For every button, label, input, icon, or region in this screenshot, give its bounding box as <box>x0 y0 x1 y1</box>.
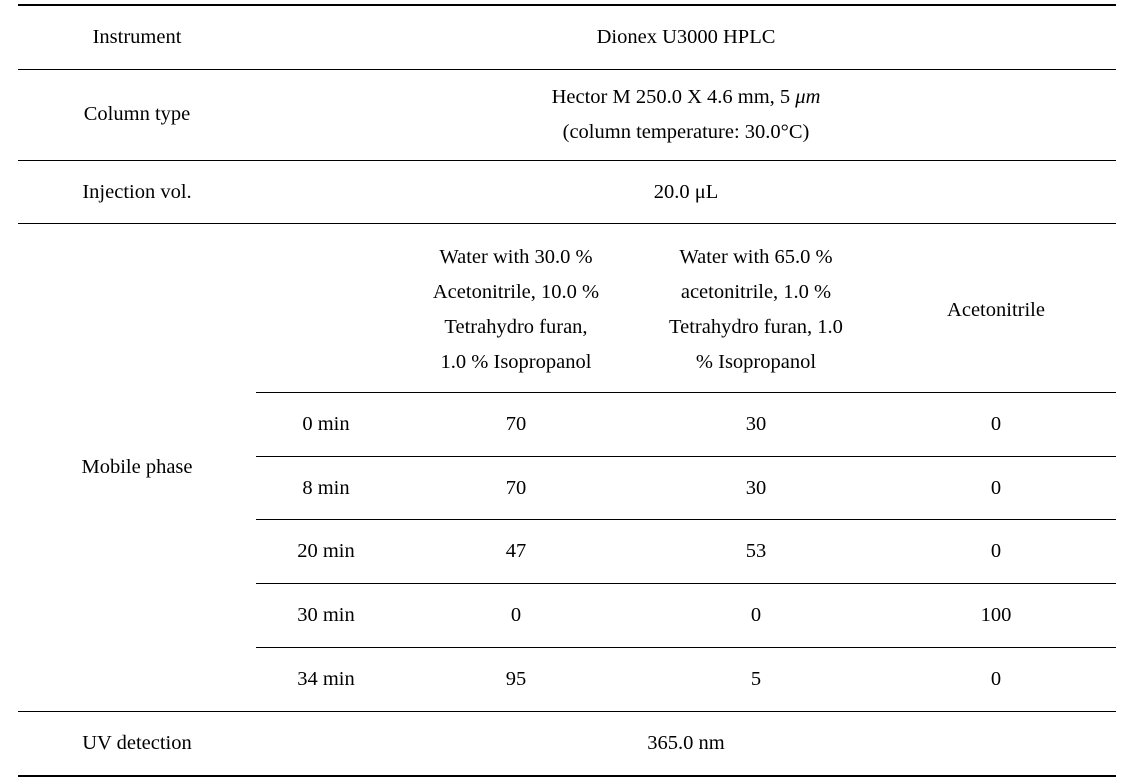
mobile-phase-solvent-a-header: Water with 30.0 % Acetonitrile, 10.0 % T… <box>396 224 636 392</box>
mobile-phase-time-header <box>256 224 396 392</box>
table-cell-b: 5 <box>636 648 876 712</box>
table-cell-a: 95 <box>396 648 636 712</box>
table-cell-b: 53 <box>636 520 876 584</box>
table-cell-time: 20 min <box>256 520 396 584</box>
table-cell-c: 0 <box>876 456 1116 520</box>
table-cell-b: 30 <box>636 392 876 456</box>
table-cell-b: 30 <box>636 456 876 520</box>
table-cell-time: 30 min <box>256 584 396 648</box>
table-cell-time: 8 min <box>256 456 396 520</box>
mobile-phase-solvent-c-header: Acetonitrile <box>876 224 1116 392</box>
table-cell-c: 0 <box>876 520 1116 584</box>
value-uv-detection: 365.0 nm <box>256 711 1116 775</box>
value-injection-vol: 20.0 μL <box>256 160 1116 224</box>
table-cell-a: 0 <box>396 584 636 648</box>
value-column-type: Hector M 250.0 X 4.6 mm, 5 μm (column te… <box>256 69 1116 160</box>
label-mobile-phase: Mobile phase <box>18 224 256 712</box>
value-instrument: Dionex U3000 HPLC <box>256 5 1116 69</box>
mobile-phase-solvent-b-header: Water with 65.0 % acetonitrile, 1.0 % Te… <box>636 224 876 392</box>
table-cell-a: 47 <box>396 520 636 584</box>
table-cell-c: 100 <box>876 584 1116 648</box>
table-cell-a: 70 <box>396 392 636 456</box>
hplc-conditions-table: Instrument Dionex U3000 HPLC Column type… <box>18 4 1116 777</box>
label-instrument: Instrument <box>18 5 256 69</box>
table-cell-time: 0 min <box>256 392 396 456</box>
table-cell-time: 34 min <box>256 648 396 712</box>
table-cell-b: 0 <box>636 584 876 648</box>
label-column-type: Column type <box>18 69 256 160</box>
table-cell-a: 70 <box>396 456 636 520</box>
label-uv-detection: UV detection <box>18 711 256 775</box>
table-cell-c: 0 <box>876 648 1116 712</box>
label-injection-vol: Injection vol. <box>18 160 256 224</box>
table-cell-c: 0 <box>876 392 1116 456</box>
